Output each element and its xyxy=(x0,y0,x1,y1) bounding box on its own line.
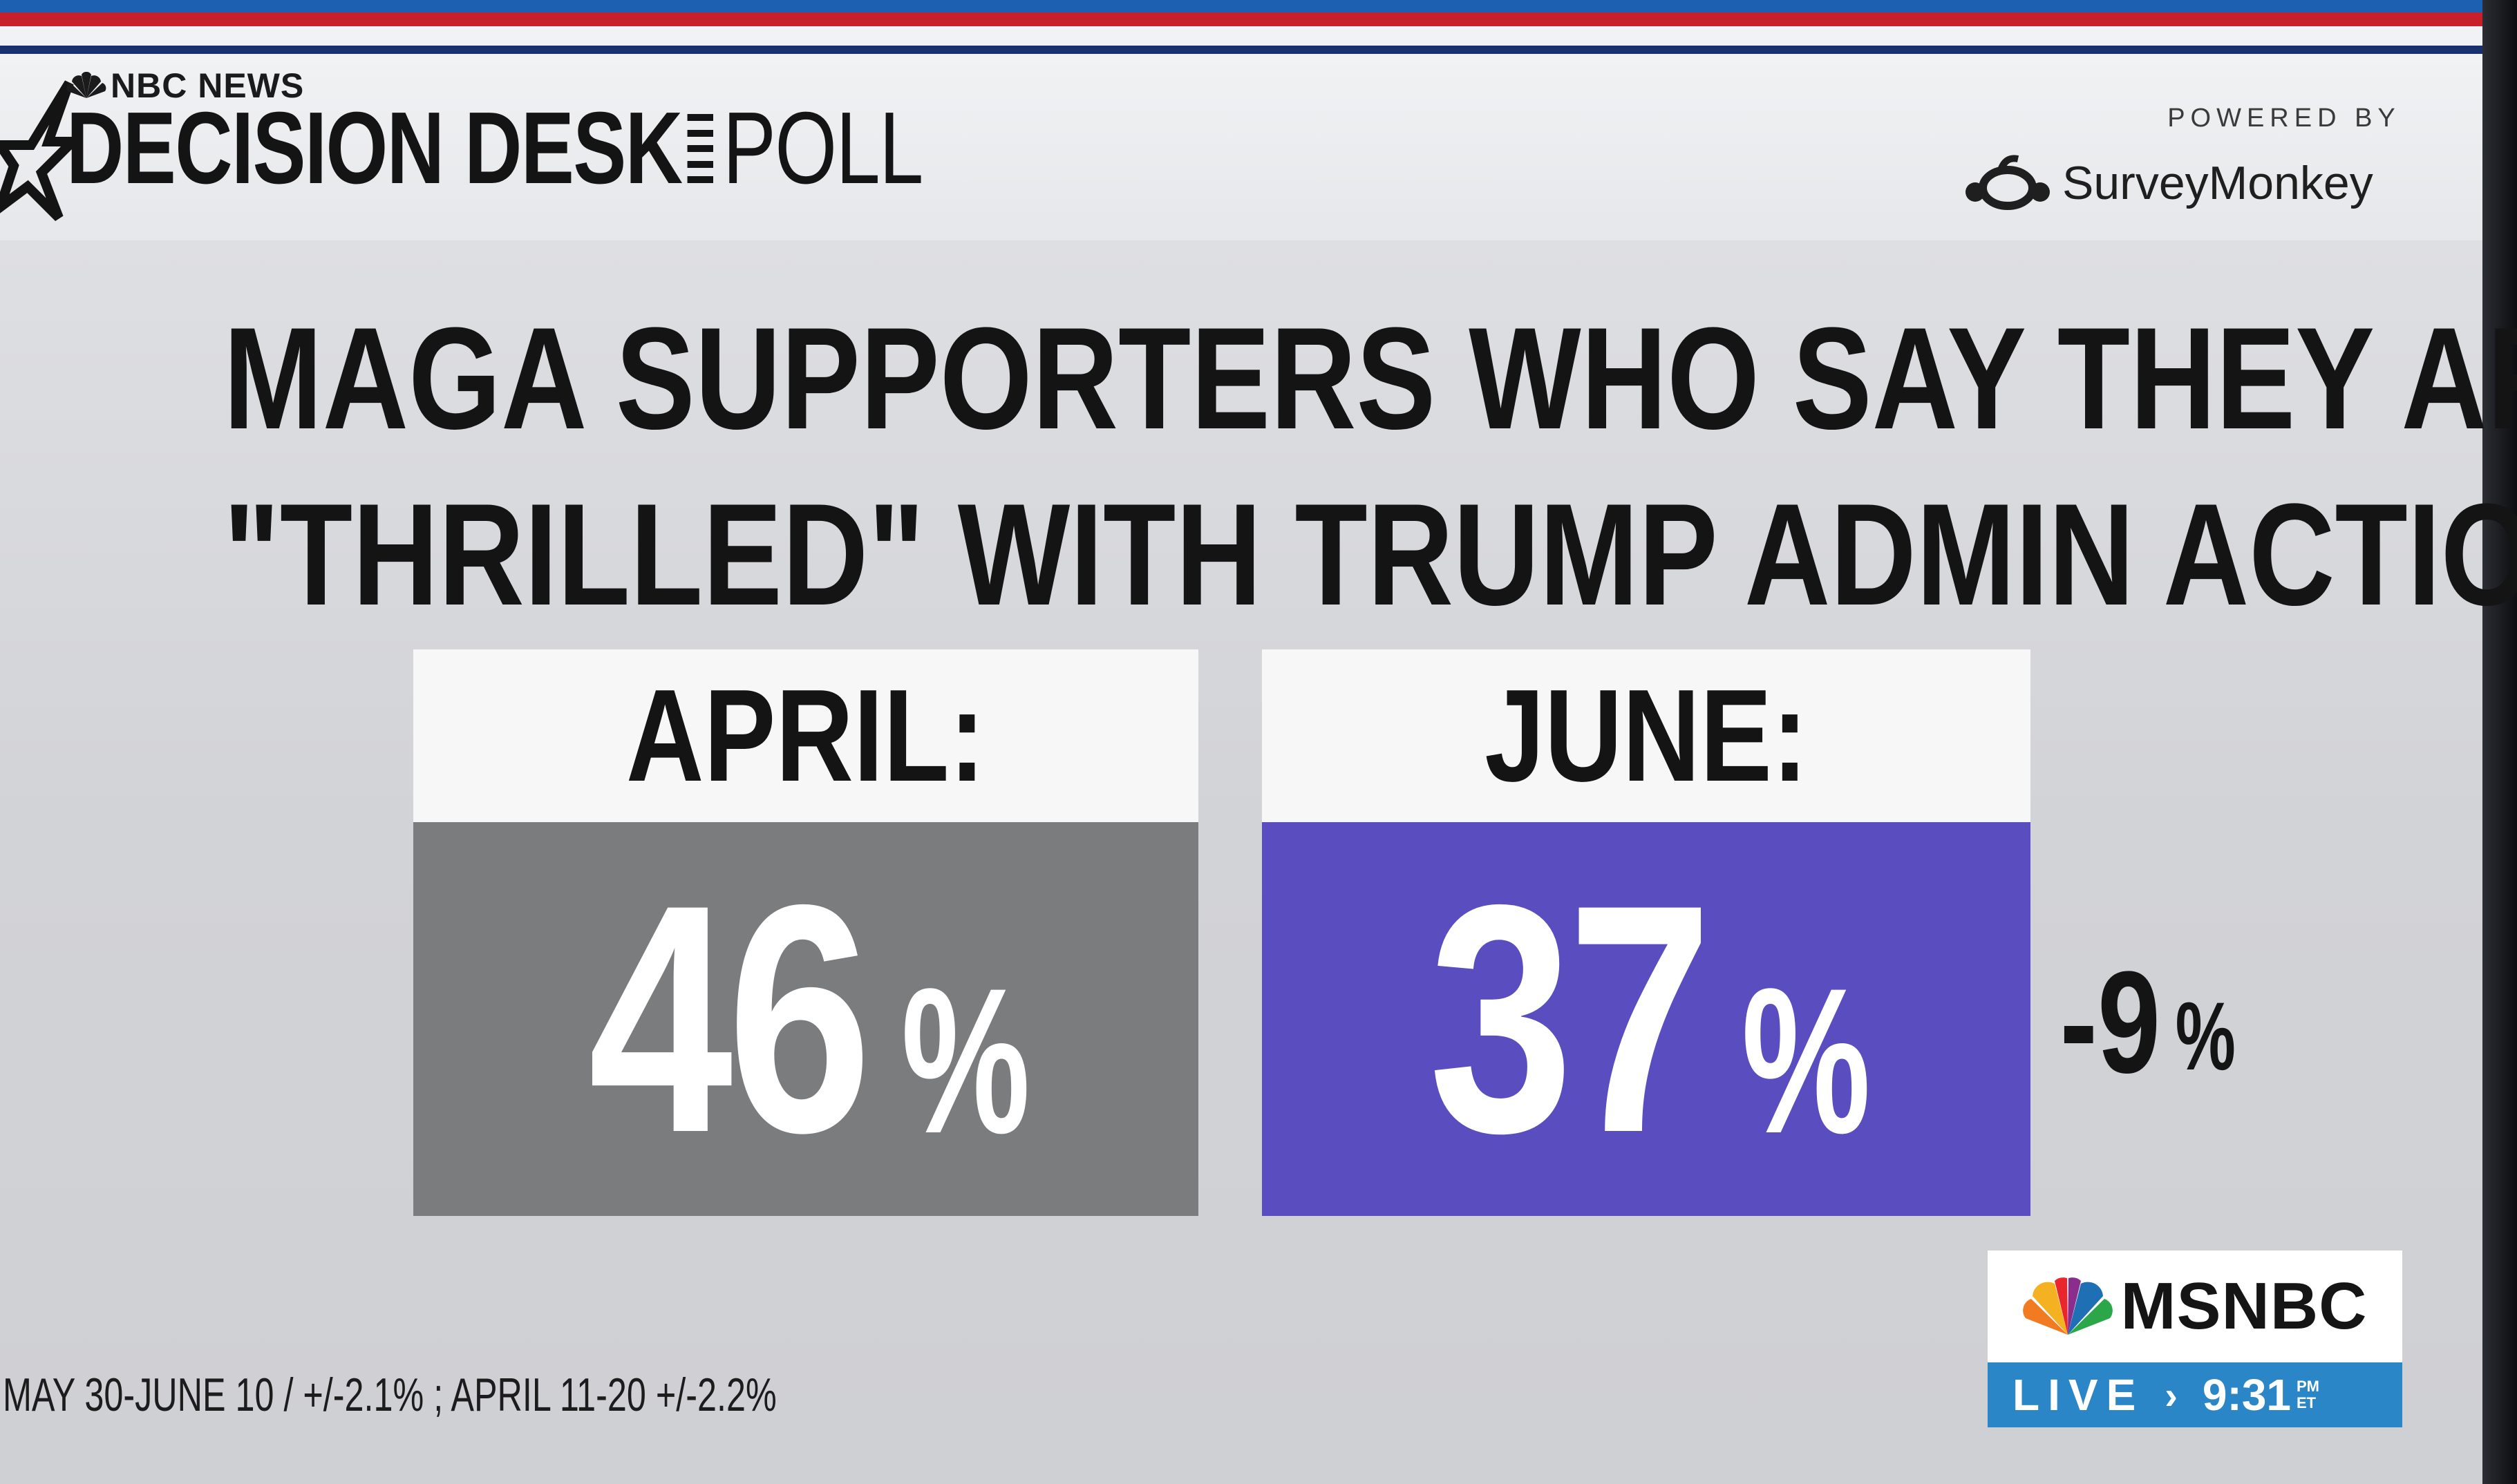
live-strip: LIVE › 9:31 PM ET xyxy=(1988,1362,2402,1427)
poll-footnote: MAY 30-JUNE 10 / +/-2.1% ; APRIL 11-20 +… xyxy=(3,1369,777,1421)
result-label-april: APRIL: xyxy=(413,649,1198,822)
result-card-april: APRIL: 46% xyxy=(413,649,1198,1216)
msnbc-brand: MSNBC xyxy=(2120,1269,2368,1343)
result-label-june: JUNE: xyxy=(1262,649,2030,822)
ampm-label: PM xyxy=(2297,1378,2319,1395)
headline-line-1: MAGA SUPPORTERS WHO SAY THEY ARE xyxy=(223,297,2517,459)
title-suffix: POLL xyxy=(722,91,924,205)
live-label: LIVE xyxy=(2012,1370,2144,1420)
navy-stripe xyxy=(0,46,2482,54)
white-stripe xyxy=(0,26,2482,46)
header-bar xyxy=(0,54,2482,240)
tv-bezel xyxy=(2482,0,2517,1484)
result-value-april: 46% xyxy=(413,822,1198,1216)
april-label-text: APRIL: xyxy=(626,663,986,809)
peacock-icon xyxy=(2022,1277,2113,1335)
surveymonkey-logo-icon xyxy=(1965,155,2050,210)
powered-by-label: POWERED BY xyxy=(2167,104,2401,133)
red-stripe xyxy=(0,12,2482,26)
result-value-june: 37% xyxy=(1262,822,2030,1216)
decision-desk-title: DECISION DESK POLL xyxy=(66,91,923,205)
june-value: 37 xyxy=(1429,837,1712,1200)
live-time: 9:31 xyxy=(2202,1370,2291,1420)
title-main: DECISION DESK xyxy=(66,91,683,205)
bars-icon xyxy=(687,114,713,183)
headline: MAGA SUPPORTERS WHO SAY THEY ARE "THRILL… xyxy=(0,290,2517,643)
msnbc-logo: MSNBC xyxy=(1988,1250,2402,1362)
april-unit: % xyxy=(901,944,1030,1177)
time-suffix: PM ET xyxy=(2297,1378,2319,1411)
result-card-june: JUNE: 37% xyxy=(1262,649,2030,1216)
nbc-news-logo: NBC NEWS xyxy=(66,65,304,106)
headline-line-2: "THRILLED" WITH TRUMP ADMIN ACTIONS: xyxy=(223,473,2517,636)
peacock-icon xyxy=(66,72,106,98)
chevron-right-icon: › xyxy=(2165,1373,2178,1417)
surveymonkey-logo: SurveyMonkey xyxy=(1963,145,2373,221)
june-label-text: JUNE: xyxy=(1484,663,1808,809)
top-edge xyxy=(0,0,2517,12)
network-label: NBC NEWS xyxy=(111,66,305,105)
change-indicator: -9% xyxy=(2046,941,2248,1103)
april-value: 46 xyxy=(588,837,871,1200)
sponsor-name: SurveyMonkey xyxy=(2062,157,2373,209)
change-value: -9 xyxy=(2059,941,2161,1103)
star-icon xyxy=(0,80,76,221)
change-unit: % xyxy=(2175,982,2236,1090)
timezone-label: ET xyxy=(2297,1394,2317,1411)
msnbc-live-bug: MSNBC LIVE › 9:31 PM ET xyxy=(1988,1250,2402,1427)
june-unit: % xyxy=(1742,944,1871,1177)
